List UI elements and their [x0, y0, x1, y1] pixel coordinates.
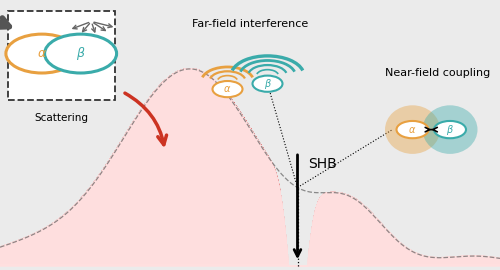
Text: $\beta$: $\beta$ [446, 123, 454, 137]
Circle shape [212, 81, 242, 97]
Text: Near-field coupling: Near-field coupling [385, 68, 490, 77]
Ellipse shape [422, 105, 478, 154]
Text: $\alpha$: $\alpha$ [224, 84, 232, 94]
Text: $\beta$: $\beta$ [76, 45, 86, 62]
Circle shape [434, 121, 466, 138]
Text: SHB: SHB [308, 157, 337, 171]
Text: $\alpha$: $\alpha$ [408, 124, 416, 135]
Circle shape [6, 34, 78, 73]
Text: $\beta$: $\beta$ [264, 77, 272, 91]
Ellipse shape [385, 105, 440, 154]
Circle shape [252, 76, 282, 92]
FancyBboxPatch shape [8, 11, 115, 100]
Circle shape [396, 121, 428, 138]
Text: Far-field interference: Far-field interference [192, 19, 308, 29]
Text: $\alpha$: $\alpha$ [37, 47, 47, 60]
Circle shape [44, 34, 117, 73]
Text: Scattering: Scattering [34, 113, 88, 123]
